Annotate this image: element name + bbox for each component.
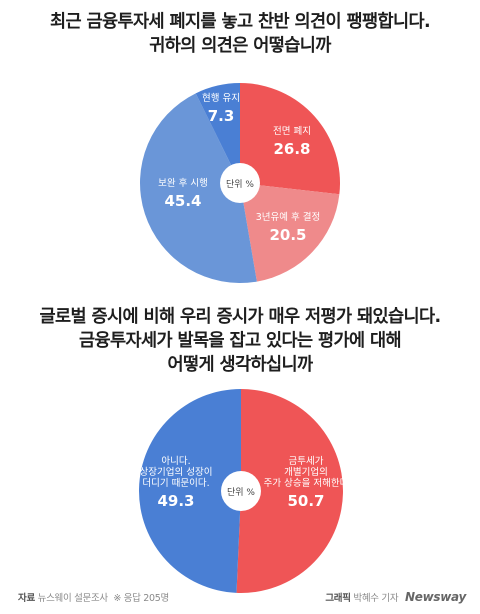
unit-circle — [220, 163, 260, 203]
unit-circle — [221, 471, 261, 511]
brand-logo: Newsway — [405, 590, 466, 604]
slice-label: 아니다. — [161, 456, 190, 467]
slice-label: 보완 후 시행 — [158, 177, 208, 189]
pie-slice — [138, 389, 241, 593]
slice-label: 상장기업의 성장이 — [140, 466, 213, 478]
chart2-title-line: 글로벌 증시에 비해 우리 증시가 매우 저평가 돼있습니다. — [39, 307, 442, 327]
slice-label: 더디기 때문이다. — [142, 478, 209, 489]
unit-label: 단위 % — [226, 179, 254, 190]
pie-slice — [140, 93, 257, 283]
pie-slice — [195, 83, 240, 183]
chart2-title: 글로벌 증시에 비해 우리 증시가 매우 저평가 돼있습니다. 금융투자세가 발… — [0, 305, 480, 377]
graphic-author: 박혜수 기자 — [353, 593, 399, 604]
chart1-title-line: 최근 금융투자세 폐지를 놓고 찬반 의견이 팽팽합니다. — [49, 12, 431, 32]
pie-slice — [240, 83, 341, 195]
slice-label: 개별기업의 — [284, 466, 328, 478]
slice-value: 49.3 — [157, 492, 194, 510]
slice-label: 주가 상승을 저해한다 — [264, 477, 349, 489]
graphic-label: 그래픽 — [325, 593, 351, 604]
pie-slice — [240, 183, 340, 282]
chart1-title-line: 귀하의 의견은 어떻습니까 — [149, 36, 331, 56]
slice-value: 26.8 — [273, 140, 310, 158]
credit-note: 그래픽 박혜수 기자 Newsway — [325, 590, 466, 604]
chart2-title-line: 어떻게 생각하십니까 — [167, 355, 314, 375]
slice-value: 20.5 — [269, 226, 306, 244]
respondent-note: ※ 응답 205명 — [113, 593, 169, 604]
slice-value: 45.4 — [164, 192, 201, 210]
source-note: 자료 뉴스웨이 설문조사 ※ 응답 205명 — [18, 590, 169, 604]
slice-label: 금투세가 — [289, 456, 324, 467]
slice-label: 3년유예 후 결정 — [256, 212, 321, 223]
slice-label: 현행 유지 — [202, 92, 240, 104]
slice-value: 50.7 — [287, 492, 324, 510]
pie-slice — [236, 389, 343, 593]
chart1-title: 최근 금융투자세 폐지를 놓고 찬반 의견이 팽팽합니다. 귀하의 의견은 어떻… — [0, 10, 480, 58]
slice-value: 7.3 — [208, 107, 235, 125]
chart2-title-line: 금융투자세가 발목을 잡고 있다는 평가에 대해 — [79, 331, 402, 351]
slice-label: 전면 폐지 — [273, 125, 311, 137]
source-text: 뉴스웨이 설문조사 — [37, 593, 109, 604]
unit-label: 단위 % — [227, 487, 255, 498]
source-label: 자료 — [18, 593, 35, 604]
